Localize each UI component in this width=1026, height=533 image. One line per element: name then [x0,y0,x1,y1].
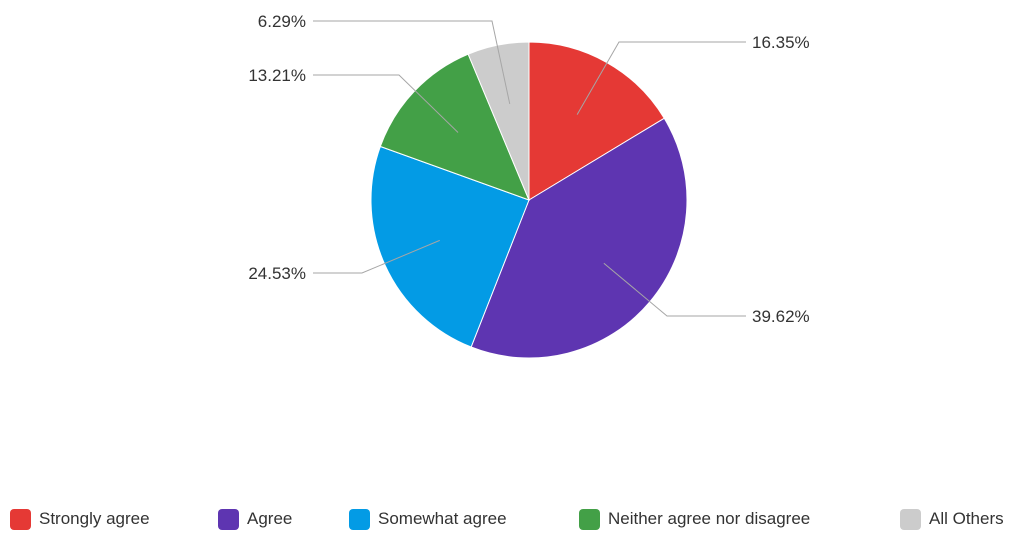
legend-swatch-strongly-agree [10,508,31,530]
pie-slice-neither-agree-nor-disagree[interactable] [379,53,530,201]
data-label-strongly-agree: 16.35% [752,33,810,52]
pie-slice-all-others[interactable] [467,41,530,201]
leader-line-neither-agree-nor-disagree [313,74,459,133]
data-label-neither-agree-nor-disagree: 13.21% [248,66,306,85]
legend-swatch-neither-agree-nor-disagree [579,508,600,530]
legend-swatch-all-others [900,508,921,530]
legend-label-agree: Agree [247,509,293,528]
data-label-all-others: 6.29% [258,12,306,31]
legend-label-neither-agree-nor-disagree: Neither agree nor disagree [608,509,811,528]
legend-item-strongly-agree[interactable]: Strongly agree [10,505,150,533]
pie-slice-strongly-agree[interactable] [528,41,665,201]
leader-line-all-others [313,20,511,105]
legend-item-agree[interactable]: Agree [218,505,292,533]
leader-line-agree [603,262,746,317]
leader-line-strongly-agree [576,41,746,115]
legend-label-strongly-agree: Strongly agree [39,509,150,528]
legend-swatch-somewhat-agree [349,508,370,530]
legend-item-somewhat-agree[interactable]: Somewhat agree [349,505,507,533]
legend-item-all-others[interactable]: All Others [900,505,1004,533]
legend-label-somewhat-agree: Somewhat agree [378,509,507,528]
data-label-somewhat-agree: 24.53% [248,264,306,283]
pie-slice-somewhat-agree[interactable] [370,145,530,348]
data-label-agree: 39.62% [752,307,810,326]
legend-item-neither-agree-nor-disagree[interactable]: Neither agree nor disagree [579,505,810,533]
legend-swatch-agree [218,508,239,530]
legend-label-all-others: All Others [929,509,1004,528]
leader-line-somewhat-agree [313,239,440,274]
chart-legend: Strongly agree Agree Somewhat agree Neit… [0,505,1026,533]
